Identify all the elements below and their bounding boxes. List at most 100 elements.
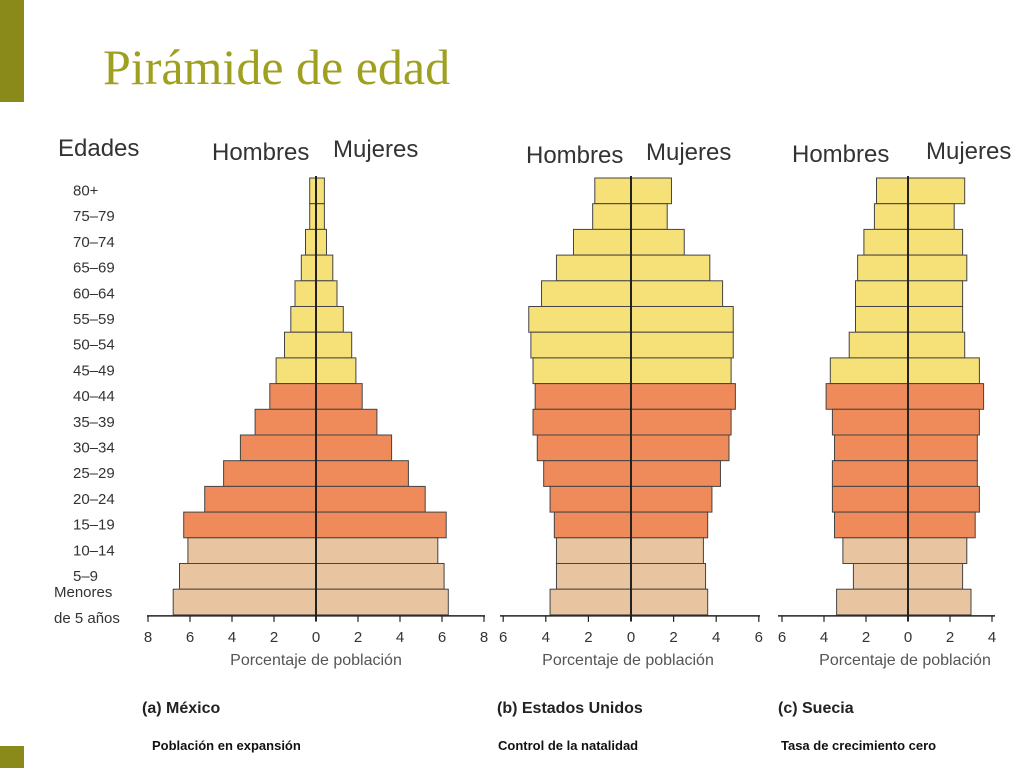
x-tick-label: 4 [228, 629, 236, 646]
bar-women-15-19 [907, 511, 976, 539]
bar-women-5-9 [315, 563, 445, 590]
bar-men-10-14 [842, 537, 909, 564]
bar-men-25-29 [223, 460, 317, 487]
bar-women-75-79 [907, 203, 955, 230]
bar-women-35-39 [315, 408, 378, 436]
bar-men-70-74 [305, 228, 317, 256]
bar-women-70-74 [315, 228, 327, 256]
bar-women-70-74 [907, 228, 964, 256]
country-label: (b) Estados Unidos [497, 700, 643, 717]
bar-men-5-9 [179, 563, 317, 590]
pyramid-estados-unidos: Hombres Mujeres 6 4 2 0 2 4 6 Porcentaje de pobla… [497, 139, 763, 717]
bar-men-20-24 [831, 485, 909, 513]
age-label-15-19: 15–19 [73, 517, 115, 534]
bar-men-20-24 [549, 485, 632, 513]
women-label: Mujeres [333, 136, 418, 163]
bar-men-50-54 [848, 331, 909, 359]
x-tick-label: 2 [946, 629, 954, 646]
bar-men-60-64 [294, 280, 317, 307]
bar-men-20-24 [204, 485, 317, 513]
caption-mexico: Población en expansión [152, 738, 301, 753]
age-axis: Edades 80+ 75–79 70–74 65–69 60–64 55–59 50–54 4… [54, 135, 139, 627]
bar-men-30-34 [536, 434, 632, 462]
bar-men-10-14 [187, 537, 317, 564]
age-label-60-64: 60–64 [73, 285, 115, 302]
x-tick-label: 0 [627, 629, 635, 646]
x-tick-label: 0 [904, 629, 912, 646]
bar-women-30-34 [315, 434, 393, 462]
bar-men-5-9 [555, 563, 632, 590]
bar-women-80 [630, 177, 672, 205]
x-tick-label: 2 [270, 629, 278, 646]
bar-women-5-9 [907, 563, 964, 590]
bar-men-10-14 [555, 537, 632, 564]
bar-men-65-69 [857, 254, 909, 282]
bar-women-30-34 [630, 434, 730, 462]
pyramid-suecia: Hombres Mujeres 6 4 2 0 2 4 Porcentaje de poblac… [778, 138, 1012, 717]
bar-men-50-54 [530, 331, 632, 359]
bar-women-35-39 [907, 408, 980, 436]
age-label-de-5-a-os: de 5 años [54, 610, 120, 627]
x-axis-label: Porcentaje de población [819, 652, 991, 669]
bar-women-65-69 [907, 254, 968, 282]
bar-women-80 [907, 177, 966, 205]
age-label-25-29: 25–29 [73, 465, 115, 482]
x-axis-label: Porcentaje de población [230, 652, 402, 669]
age-label-40-44: 40–44 [73, 388, 115, 405]
bar-women-60-64 [315, 280, 338, 307]
age-label-menores: Menores [54, 584, 112, 601]
country-label: (c) Suecia [778, 700, 854, 717]
bar-women-50-54 [315, 331, 353, 359]
bar-women-35-39 [630, 408, 732, 436]
bar-men-60-64 [855, 280, 909, 307]
pyramid-mexico: Hombres Mujeres 8 6 4 2 0 2 4 6 8 Porcentaje de pob… [142, 136, 488, 717]
bar-men-25-29 [831, 460, 909, 487]
bar-women-80 [315, 177, 325, 205]
bar-men-menores-de-5-a-os [172, 588, 317, 616]
bar-women-15-19 [630, 511, 709, 539]
bar-men-80 [876, 177, 909, 205]
women-label: Mujeres [926, 138, 1011, 165]
bar-men-menores-de-5-a-os [549, 588, 632, 616]
bar-women-40-44 [907, 383, 985, 410]
x-tick-label: 2 [669, 629, 677, 646]
bar-women-15-19 [315, 511, 447, 539]
bar-women-55-59 [315, 306, 344, 333]
x-axis-label: Porcentaje de población [542, 652, 714, 669]
bar-women-20-24 [907, 485, 980, 513]
bar-men-75-79 [592, 203, 632, 230]
bar-women-40-44 [315, 383, 363, 410]
age-label-65-69: 65–69 [73, 260, 115, 277]
bar-women-65-69 [630, 254, 711, 282]
accent-bar-top [0, 0, 24, 102]
bar-men-50-54 [284, 331, 317, 359]
bar-women-menores-de-5-a-os [315, 588, 449, 616]
age-header: Edades [58, 135, 139, 162]
bar-women-45-49 [907, 357, 980, 385]
bar-men-35-39 [831, 408, 909, 436]
bar-men-40-44 [269, 383, 317, 410]
x-tick-label: 6 [499, 629, 507, 646]
x-tick-label: 2 [354, 629, 362, 646]
bar-women-65-69 [315, 254, 334, 282]
x-tick-label: 4 [820, 629, 828, 646]
bar-men-35-39 [254, 408, 317, 436]
bar-men-70-74 [863, 228, 909, 256]
bar-men-60-64 [541, 280, 632, 307]
bar-women-60-64 [907, 280, 964, 307]
bar-women-70-74 [630, 228, 685, 256]
bar-women-25-29 [907, 460, 978, 487]
bar-men-40-44 [534, 383, 632, 410]
bar-men-80 [594, 177, 632, 205]
bar-women-10-14 [315, 537, 439, 564]
x-tick-label: 4 [542, 629, 550, 646]
slide-title: Pirámide de edad [103, 39, 451, 95]
accent-bar-bottom [0, 746, 24, 768]
bar-women-menores-de-5-a-os [630, 588, 709, 616]
age-label-50-54: 50–54 [73, 337, 115, 354]
bar-men-45-49 [532, 357, 632, 385]
bar-women-55-59 [907, 306, 964, 333]
x-tick-label: 4 [988, 629, 996, 646]
bar-men-menores-de-5-a-os [836, 588, 909, 616]
bar-women-50-54 [907, 331, 966, 359]
